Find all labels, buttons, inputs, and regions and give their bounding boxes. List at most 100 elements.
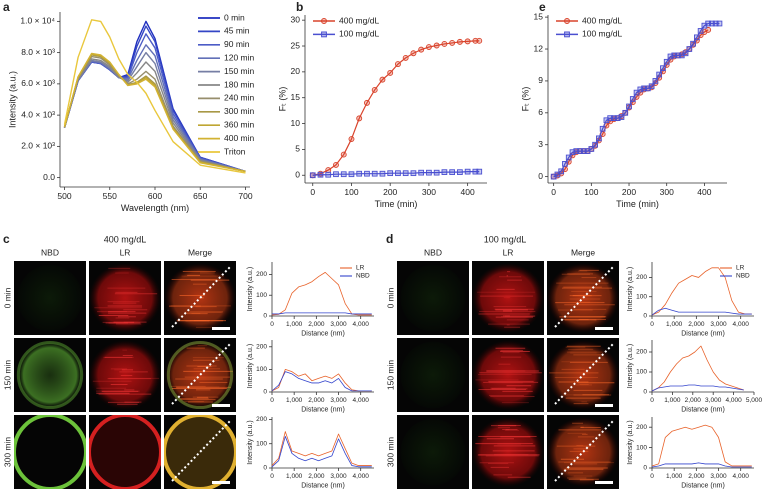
scale-bar [212,481,230,484]
legend-label: 300 min [224,106,255,116]
y-axis-label: Fₜ (%) [277,87,287,112]
data-point [379,170,386,177]
legend-label: LR [736,265,745,272]
panel-letter: b [296,0,303,14]
data-point [577,148,583,154]
image-glow [472,340,544,410]
data-point [402,170,409,177]
micrograph [14,415,86,489]
y-tick-label: 0 [643,465,647,472]
data-point [418,169,425,176]
micrograph [397,338,469,412]
micrograph [89,261,161,335]
data-point [340,151,347,158]
y-axis-label: Intensity (a.u.) [627,420,634,464]
data-point [449,39,456,46]
x-axis-label: Time (min) [375,199,418,209]
legend-label: 45 min [224,26,250,36]
line-profile-path [554,343,614,405]
x-tick-label: 2,000 [308,473,325,480]
column-label: Merge [188,247,212,257]
data-point [622,109,629,116]
data-point [476,168,483,175]
scale-bar [212,327,230,330]
data-point [675,52,681,59]
x-tick-label: 0 [270,473,274,480]
series-line [651,384,744,392]
series-line [63,58,246,173]
panel-letter: e [539,0,546,14]
y-tick-label: 2.0 × 10³ [21,141,55,151]
y-axis-label: Intensity (a.u.) [247,344,254,388]
column-label: NBD [424,247,442,257]
y-tick-label: 200 [256,271,267,278]
data-point [426,169,432,176]
y-tick-label: 6 [538,107,543,117]
series-line [63,55,246,173]
y-tick-label: 4.0 × 10³ [21,109,55,119]
data-point [562,161,568,167]
x-tick-label: 100 [584,187,598,197]
y-axis-label: Fₜ (%) [520,87,530,112]
x-tick-label: 0 [650,321,654,328]
x-axis-label: Time (min) [616,199,659,209]
data-point [433,42,440,49]
image-glow [17,264,83,332]
data-point [694,34,700,41]
series-line [312,40,480,176]
y-tick-label: 100 [636,293,647,300]
micrograph [164,415,236,489]
x-tick-label: 400 [697,187,711,197]
series-line [651,267,752,316]
data-point [569,149,576,156]
line-profile-path [171,266,231,328]
data-point [709,20,715,27]
x-axis-label: Distance (nm) [681,482,725,489]
legend-label: 100 mg/dL [339,29,379,39]
data-point [325,167,332,174]
series-line [651,462,752,468]
y-tick-label: 15 [534,11,544,21]
scale-bar [595,327,613,330]
data-point [387,69,394,76]
line-profile-path [171,343,231,405]
y-tick-label: 0 [263,313,267,320]
data-point [596,135,602,142]
x-tick-label: 3,000 [330,397,347,404]
x-axis-label: Distance (nm) [301,406,345,413]
y-tick-label: 8.0 × 10³ [21,47,55,57]
panel-title: 100 mg/dL [484,234,527,244]
x-tick-label: 0 [650,473,654,480]
x-tick-label: 1,000 [286,473,303,480]
x-tick-label: 3,000 [705,397,722,404]
row-label: 150 min [385,360,395,391]
legend-label: NBD [356,273,370,280]
data-point [356,115,363,122]
legend-label: LR [356,265,365,272]
data-point [457,169,463,175]
x-tick-label: 4,000 [353,321,370,328]
x-tick-label: 1,000 [666,473,683,480]
data-point [554,171,561,178]
x-tick-label: 0 [270,321,274,328]
micrograph [547,261,619,335]
scale-bar [212,404,230,407]
x-axis-label: Distance (nm) [681,406,725,413]
legend-marker [564,31,570,38]
x-tick-label: 500 [57,191,71,201]
y-axis-label: Intensity (a.u.) [247,267,254,311]
data-point [682,50,689,57]
data-point [410,170,417,177]
series-line [63,19,246,174]
data-point [333,171,339,178]
y-tick-label: 100 [636,369,647,376]
legend-label: 120 min [224,52,255,62]
data-point [425,44,432,50]
legend-label: 400 min [224,133,255,143]
y-tick-label: 200 [256,344,267,351]
legend-label: 180 min [224,79,255,89]
scale-bar [595,404,613,407]
data-point [686,46,693,52]
x-tick-label: 300 [660,187,674,197]
